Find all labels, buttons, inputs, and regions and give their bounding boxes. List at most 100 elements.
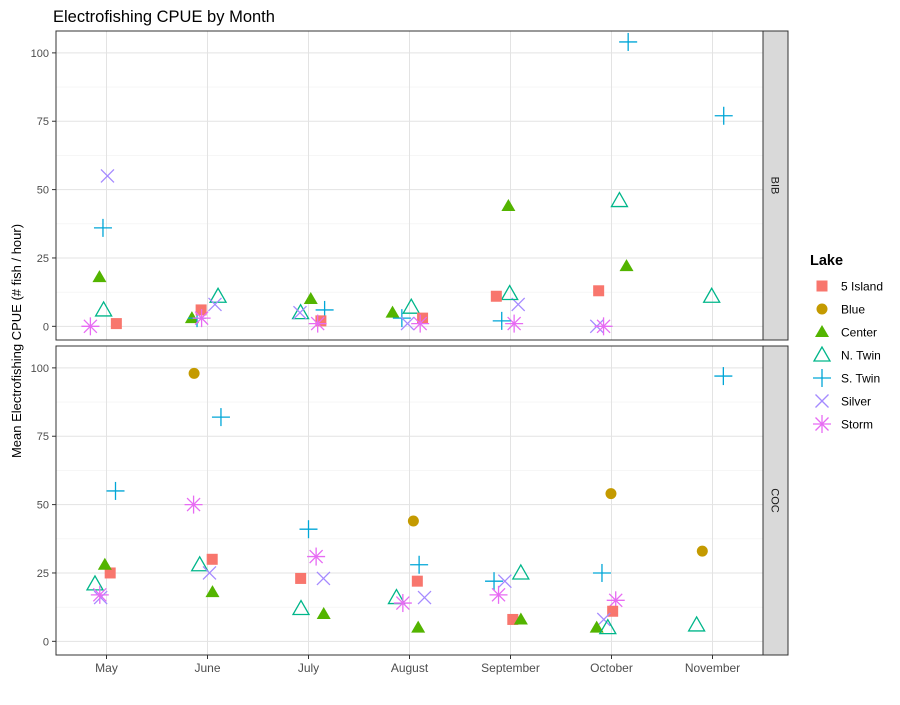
data-point-s-twin	[714, 367, 733, 386]
data-point-blue	[188, 367, 200, 379]
data-point-storm	[393, 594, 412, 613]
legend-label: Center	[841, 326, 877, 340]
facet-panel-coc: 0 25 50 75 100 COC	[31, 345, 789, 656]
data-point-n-twin	[291, 303, 310, 320]
y-tick-label: 100	[31, 363, 49, 375]
data-point-5-island	[110, 318, 122, 330]
data-point-storm	[411, 314, 430, 333]
legend-item-storm: Storm	[813, 415, 873, 433]
legend: Lake 5 Island Blue Center N. Twin S. Twin Sil…	[810, 253, 883, 433]
legend-title: Lake	[810, 253, 843, 269]
data-point-s-twin	[592, 563, 611, 582]
y-tick-label: 0	[43, 636, 49, 648]
legend-label: N. Twin	[841, 349, 881, 363]
y-tick-label: 50	[37, 185, 49, 197]
data-point-s-twin	[410, 555, 429, 574]
facet-strip	[762, 30, 789, 341]
data-point-center	[411, 620, 426, 633]
data-point-storm	[594, 317, 613, 336]
legend-key	[815, 325, 829, 337]
data-point-storm	[505, 314, 524, 333]
y-tick-label: 50	[37, 500, 49, 512]
data-point-5-island	[490, 290, 502, 302]
data-point-blue	[407, 515, 419, 527]
data-point-n-twin	[402, 297, 421, 314]
data-point-center	[316, 606, 331, 619]
x-tick-label: July	[298, 661, 319, 675]
data-point-n-twin	[598, 618, 617, 635]
data-point-n-twin	[190, 555, 209, 572]
data-point-n-twin	[511, 563, 530, 580]
facet-panels: 0 25 50 75 100 BIB 0 25 50 75 100 COC	[31, 30, 789, 656]
legend-label: Storm	[841, 418, 873, 432]
data-point-silver	[417, 590, 432, 605]
data-point-storm	[90, 585, 109, 604]
data-point-silver	[293, 305, 307, 320]
data-point-s-twin	[106, 481, 125, 500]
data-point-center	[589, 620, 604, 633]
data-point-n-twin	[610, 191, 629, 208]
data-point-5-island	[507, 613, 519, 625]
data-point-s-twin	[492, 311, 511, 330]
facet-strip	[762, 345, 789, 656]
data-point-center	[501, 199, 516, 212]
data-point-s-twin	[619, 32, 638, 51]
data-point-n-twin	[500, 284, 519, 301]
data-point-storm	[81, 317, 100, 336]
legend-label: S. Twin	[841, 372, 880, 386]
legend-item-n-twin: N. Twin	[812, 345, 881, 363]
data-point-5-island	[417, 312, 429, 324]
data-point-storm	[192, 309, 211, 328]
data-point-storm	[307, 547, 326, 566]
data-point-center	[205, 585, 220, 598]
data-point-5-island	[411, 575, 423, 587]
data-point-s-twin	[485, 572, 504, 591]
data-point-n-twin	[291, 599, 311, 616]
data-point-center	[97, 557, 112, 570]
data-point-center	[92, 270, 107, 283]
data-point-silver	[400, 316, 415, 331]
data-point-silver	[202, 566, 217, 580]
legend-key	[816, 303, 828, 315]
legend-label: Silver	[841, 395, 871, 409]
data-point-storm	[308, 314, 327, 333]
legend-item-blue: Blue	[816, 303, 865, 317]
legend-key	[812, 345, 832, 362]
data-point-silver	[497, 574, 512, 589]
y-tick-label: 75	[37, 431, 49, 443]
data-point-center	[619, 259, 634, 272]
x-tick-label: May	[95, 661, 118, 675]
facet-strip-label: BIB	[769, 177, 781, 195]
data-point-n-twin	[702, 286, 721, 303]
data-point-silver	[93, 590, 108, 605]
legend-key	[815, 394, 829, 408]
x-tick-label: November	[685, 661, 740, 675]
data-point-center	[184, 311, 199, 324]
data-point-n-twin	[94, 300, 113, 317]
data-point-silver	[596, 612, 611, 627]
data-point-5-island	[206, 553, 218, 565]
data-point-5-island	[295, 572, 307, 584]
facet-strip-label: COC	[769, 488, 781, 513]
legend-item-center: Center	[815, 325, 877, 340]
y-tick-label: 0	[43, 321, 49, 333]
data-point-5-island	[593, 285, 605, 297]
data-point-storm	[489, 585, 508, 604]
x-tick-label: October	[590, 661, 633, 675]
facet-panel-bib: 0 25 50 75 100 BIB	[31, 30, 789, 341]
data-point-silver	[100, 168, 115, 183]
data-point-center	[303, 291, 318, 304]
data-point-silver	[316, 571, 331, 586]
legend-label: 5 Island	[841, 280, 883, 294]
data-point-blue	[696, 545, 708, 557]
y-tick-label: 75	[37, 116, 49, 128]
legend-item-silver: Silver	[815, 394, 871, 409]
y-tick-label: 100	[31, 48, 49, 60]
data-point-s-twin	[299, 520, 318, 539]
x-tick-label: September	[481, 661, 540, 675]
data-point-silver	[208, 297, 222, 312]
y-axis-label: Mean Electrofishing CPUE (# fish / hour)	[9, 224, 24, 458]
y-tick-label: 25	[37, 568, 49, 580]
data-point-s-twin	[211, 408, 230, 427]
